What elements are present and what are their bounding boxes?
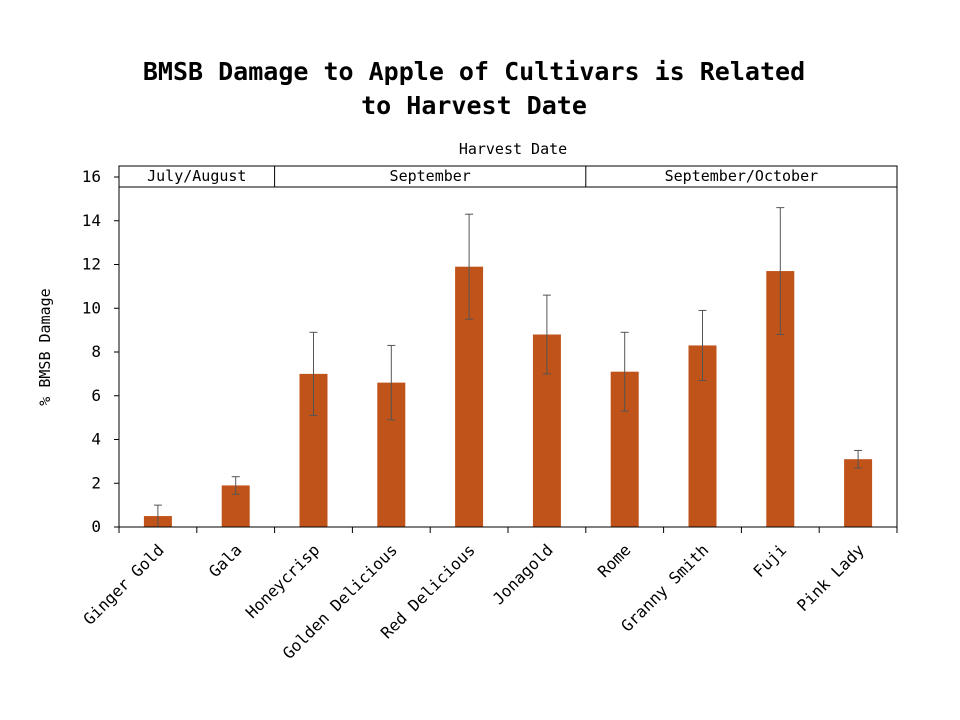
y-axis-label: % BMSB Damage — [36, 288, 54, 405]
y-tick-label: 16 — [82, 167, 101, 186]
y-tick-label: 10 — [82, 298, 101, 317]
x-tick-label: Ginger Gold — [79, 540, 167, 628]
harvest-period-label: July/August — [147, 167, 246, 185]
x-tick-label: Jonagold — [489, 540, 557, 608]
harvest-period-label: September/October — [665, 167, 819, 185]
y-tick-label: 0 — [91, 517, 101, 536]
x-tick-label: Gala — [205, 540, 246, 581]
bars — [143, 266, 873, 527]
chart-title-line-2: to Harvest Date — [361, 91, 587, 120]
y-tick-label: 6 — [91, 386, 101, 405]
x-tick-label: Rome — [594, 540, 635, 581]
y-tick-label: 8 — [91, 342, 101, 361]
axes — [114, 176, 898, 533]
y-tick-label: 14 — [82, 211, 101, 230]
bar-9 — [844, 459, 873, 527]
harvest-date-label: Harvest Date — [459, 140, 567, 158]
y-tick-label: 2 — [91, 473, 101, 492]
harvest-period-band: July/August September September/October — [118, 165, 898, 188]
x-tick-label: Pink Lady — [793, 540, 868, 615]
x-tick-label: Fuji — [749, 540, 790, 581]
harvest-period-label: September — [390, 167, 471, 185]
error-bars — [153, 207, 863, 528]
chart-title-line-1: BMSB Damage to Apple of Cultivars is Rel… — [143, 57, 805, 86]
y-tick-label: 12 — [82, 255, 101, 274]
y-tick-label: 4 — [91, 430, 101, 449]
x-tick-label: Honeycrisp — [242, 540, 324, 622]
